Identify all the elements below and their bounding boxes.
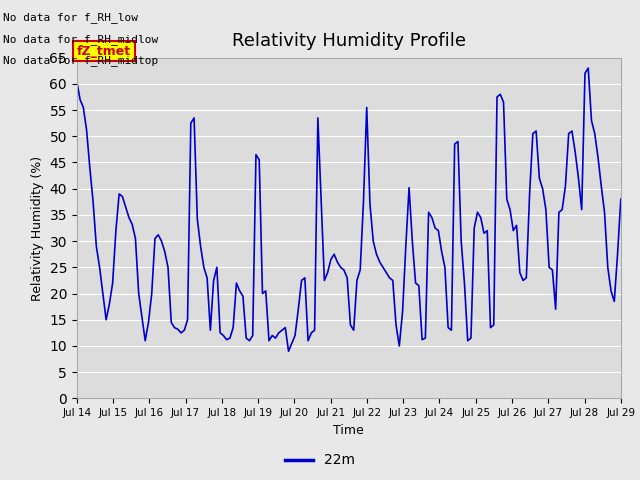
Title: Relativity Humidity Profile: Relativity Humidity Profile [232,33,466,50]
X-axis label: Time: Time [333,424,364,437]
Y-axis label: Relativity Humidity (%): Relativity Humidity (%) [31,156,44,300]
Legend: 22m: 22m [280,448,360,473]
Text: No data for f_RH_midtop: No data for f_RH_midtop [3,55,159,66]
Text: No data for f_RH_midlow: No data for f_RH_midlow [3,34,159,45]
Text: fZ_tmet: fZ_tmet [77,45,131,58]
Text: No data for f_RH_low: No data for f_RH_low [3,12,138,23]
